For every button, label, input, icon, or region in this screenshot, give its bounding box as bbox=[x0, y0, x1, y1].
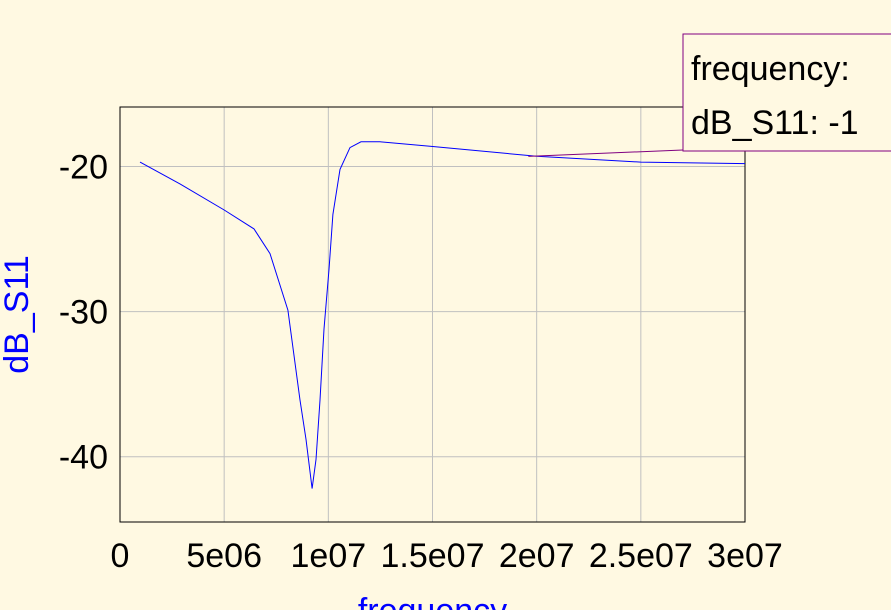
grid bbox=[120, 107, 745, 522]
x-tick-label: 1e07 bbox=[291, 537, 367, 575]
marker-tooltip[interactable]: frequency: dB_S11: -1 bbox=[682, 33, 891, 152]
x-tick-label: 0 bbox=[111, 537, 130, 575]
plot-frame bbox=[119, 106, 746, 523]
marker-leader-line bbox=[528, 149, 684, 157]
series-line-dB_S11 bbox=[139, 141, 746, 489]
x-tick-label: 1.5e07 bbox=[381, 537, 485, 575]
x-tick-label: 2.5e07 bbox=[589, 537, 693, 575]
x-tick-label: 5e06 bbox=[186, 537, 262, 575]
x-axis-label: frequency bbox=[358, 592, 507, 610]
y-axis-label: dB_S11 bbox=[0, 255, 36, 373]
y-tick-label: -30 bbox=[59, 294, 108, 332]
y-tick-label: -40 bbox=[59, 439, 108, 477]
x-axis-ticks: 0 5e06 1e07 1.5e07 2e07 2.5e07 3e07 bbox=[111, 537, 783, 575]
y-axis-ticks: -40 -30 -20 bbox=[59, 148, 108, 476]
marker-tooltip-frequency: frequency: bbox=[691, 50, 850, 88]
x-tick-label: 3e07 bbox=[707, 537, 783, 575]
x-tick-label: 2e07 bbox=[499, 537, 575, 575]
marker-tooltip-box bbox=[682, 33, 891, 152]
marker-tooltip-value: dB_S11: -1 bbox=[691, 104, 859, 142]
y-tick-label: -20 bbox=[59, 148, 108, 186]
